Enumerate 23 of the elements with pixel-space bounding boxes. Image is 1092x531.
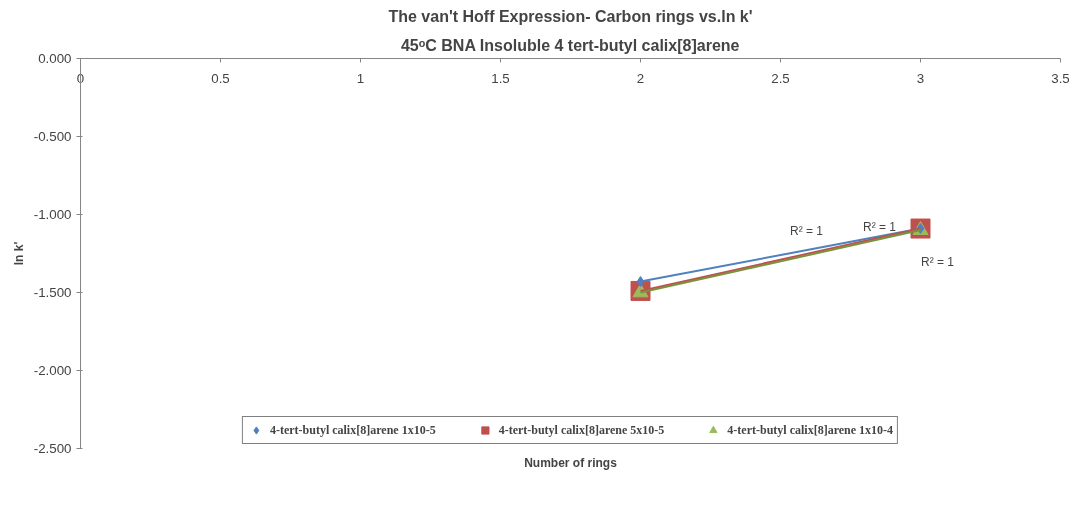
annotation: R² = 1 [862, 219, 897, 234]
y-tick-label: -1.000 [33, 207, 72, 222]
legend-label: 4-tert-butyl calix[8]arene 1x10-4 [727, 422, 894, 438]
x-tick-label: 1 [356, 70, 365, 86]
y-tick-label: -2.500 [33, 441, 72, 456]
y-axis-title: ln k' [11, 241, 26, 266]
legend-label: 4-tert-butyl calix[8]arene 5x10-5 [498, 422, 665, 438]
chart-title: The van't Hoff Expression- Carbon rings vs.ln k' [388, 7, 753, 25]
legend-label: 4-tert-butyl calix[8]arene 1x10-5 [269, 422, 436, 438]
x-axis-title: Number of rings [524, 455, 618, 470]
y-tick-label: -1.500 [33, 285, 72, 300]
x-tick-label: 0.5 [211, 70, 230, 86]
x-tick-label: 1.5 [491, 70, 510, 86]
x-tick-label: 2 [636, 70, 645, 86]
x-tick-label: 2.5 [771, 70, 790, 86]
annotation: R² = 1 [789, 223, 824, 238]
x-tick-label: 3 [916, 70, 925, 86]
y-tick-label: -2.000 [33, 363, 72, 378]
y-tick-label: 0.000 [38, 51, 72, 66]
chart-subtitle: 45ᵒC BNA Insoluble 4 tert-butyl calix[8]arene [400, 36, 740, 54]
x-tick-label: 3.5 [1051, 70, 1070, 86]
annotation: R² = 1 [920, 255, 955, 270]
y-tick-label: -0.500 [33, 129, 72, 144]
